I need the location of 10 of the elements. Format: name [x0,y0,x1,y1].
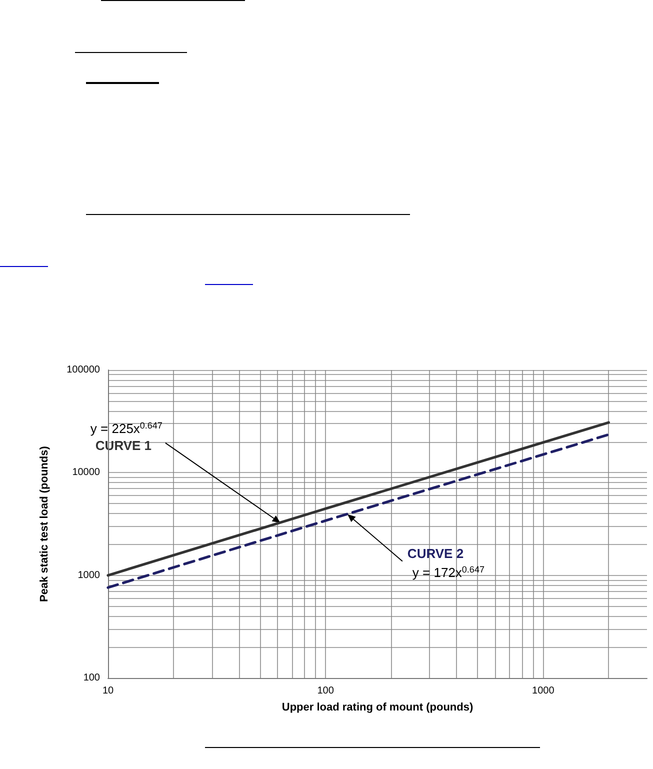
y-tick-label: 1000 [78,570,100,581]
y-tick-label: 100 [83,672,100,684]
x-tick-label: 1000 [532,686,555,696]
x-axis-title: Upper load rating of mount (pounds) [282,702,474,714]
text: CURVE 2 [407,546,464,562]
y-tick-label: 100000 [66,364,100,376]
x-tick-label: 100 [317,686,334,696]
y-axis-title: Peak static test load (pounds) [38,446,50,602]
x-tick-label: 10 [102,686,114,696]
y-tick-label: 10000 [72,467,100,478]
